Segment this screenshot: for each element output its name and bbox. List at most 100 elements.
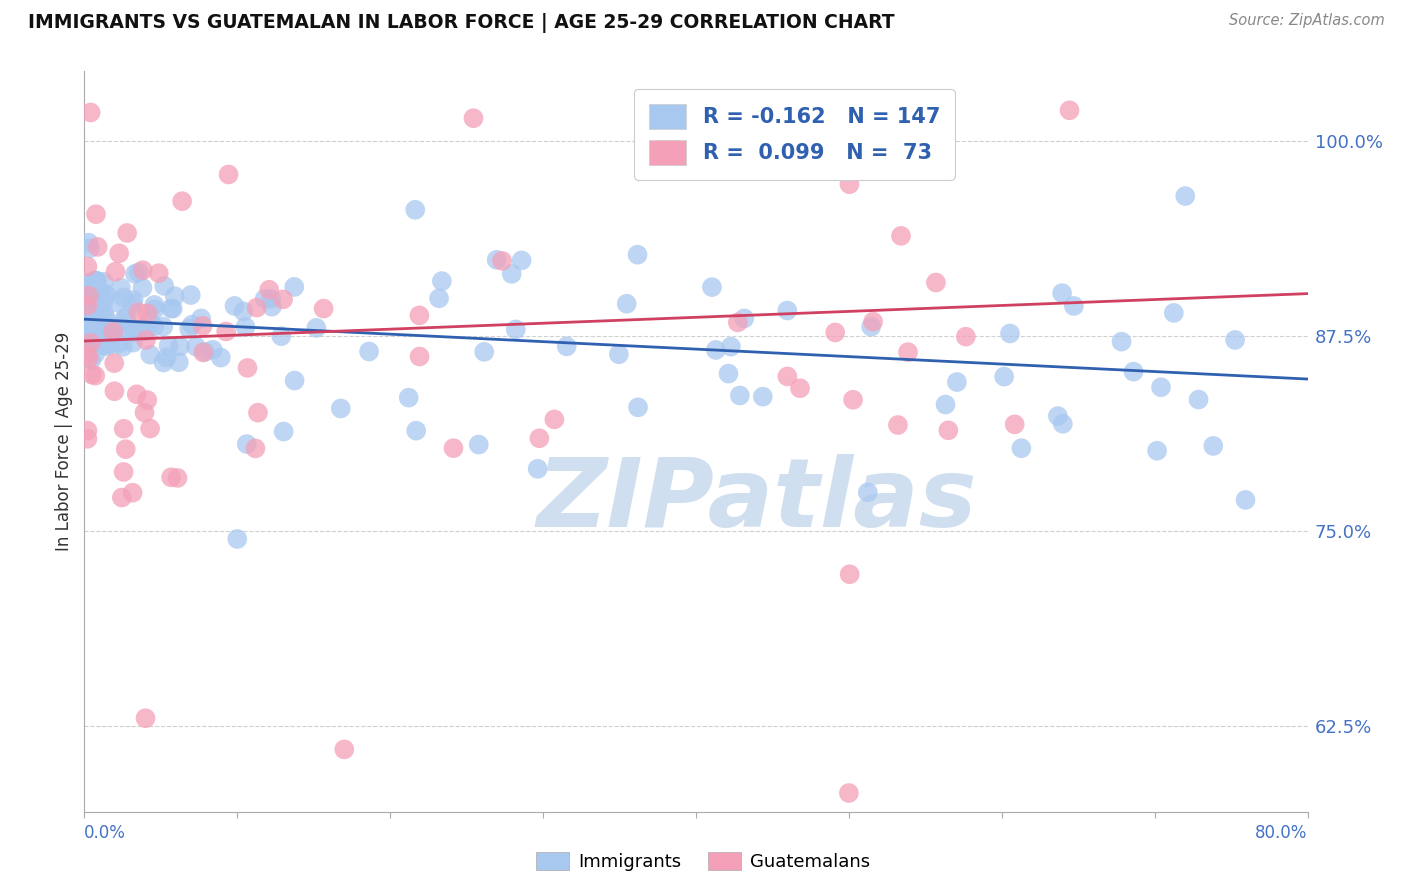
Point bbox=[77, 292, 100, 306]
Point bbox=[838, 786, 860, 800]
Point bbox=[84, 277, 107, 292]
Point bbox=[139, 348, 162, 362]
Point bbox=[76, 276, 98, 290]
Text: Source: ZipAtlas.com: Source: ZipAtlas.com bbox=[1229, 13, 1385, 29]
Point bbox=[82, 328, 104, 343]
Point bbox=[824, 326, 846, 340]
Point bbox=[79, 105, 101, 120]
Point bbox=[111, 491, 134, 505]
Legend: Immigrants, Guatemalans: Immigrants, Guatemalans bbox=[529, 845, 877, 879]
Point bbox=[80, 368, 103, 382]
Point bbox=[136, 306, 159, 320]
Point bbox=[191, 345, 214, 359]
Point bbox=[84, 273, 107, 287]
Point bbox=[97, 324, 120, 338]
Text: 0.0%: 0.0% bbox=[84, 824, 127, 842]
Point bbox=[190, 311, 212, 326]
Point bbox=[510, 253, 533, 268]
Point bbox=[121, 297, 143, 311]
Point bbox=[271, 293, 294, 307]
Point bbox=[443, 441, 465, 455]
Point bbox=[179, 322, 201, 336]
Point bbox=[246, 406, 269, 420]
Point bbox=[357, 344, 380, 359]
Point bbox=[121, 485, 143, 500]
Point bbox=[700, 280, 723, 294]
Point bbox=[260, 300, 283, 314]
Point bbox=[1052, 417, 1074, 431]
Point bbox=[166, 471, 188, 485]
Point bbox=[163, 289, 186, 303]
Point bbox=[110, 280, 132, 294]
Point bbox=[167, 355, 190, 369]
Point bbox=[752, 390, 775, 404]
Point bbox=[491, 253, 513, 268]
Point bbox=[215, 325, 238, 339]
Point bbox=[408, 350, 430, 364]
Point bbox=[107, 336, 129, 351]
Point bbox=[232, 304, 254, 318]
Point bbox=[543, 412, 565, 426]
Point bbox=[226, 532, 249, 546]
Point bbox=[91, 313, 114, 327]
Point bbox=[143, 302, 166, 317]
Point bbox=[236, 360, 259, 375]
Point bbox=[115, 321, 138, 335]
Point bbox=[312, 301, 335, 316]
Point bbox=[76, 317, 98, 331]
Point bbox=[84, 207, 107, 221]
Point bbox=[84, 314, 107, 328]
Point bbox=[1163, 306, 1185, 320]
Point bbox=[404, 202, 426, 217]
Point bbox=[1010, 441, 1032, 455]
Point bbox=[616, 297, 638, 311]
Point bbox=[79, 241, 101, 255]
Point bbox=[398, 391, 420, 405]
Point bbox=[260, 292, 283, 306]
Point bbox=[103, 356, 125, 370]
Point bbox=[172, 194, 194, 209]
Text: IMMIGRANTS VS GUATEMALAN IN LABOR FORCE | AGE 25-29 CORRELATION CHART: IMMIGRANTS VS GUATEMALAN IN LABOR FORCE … bbox=[28, 13, 894, 33]
Point bbox=[79, 291, 101, 305]
Point bbox=[94, 310, 117, 325]
Point bbox=[76, 432, 98, 446]
Point bbox=[925, 276, 948, 290]
Point bbox=[273, 425, 295, 439]
Point bbox=[93, 293, 115, 308]
Point bbox=[135, 711, 157, 725]
Point bbox=[139, 314, 162, 328]
Point bbox=[245, 442, 267, 456]
Point bbox=[405, 424, 427, 438]
Point bbox=[860, 319, 883, 334]
Point bbox=[153, 279, 176, 293]
Point bbox=[235, 437, 257, 451]
Point bbox=[627, 401, 650, 415]
Point bbox=[152, 355, 174, 369]
Point bbox=[112, 290, 135, 304]
Point bbox=[1122, 365, 1144, 379]
Point bbox=[934, 397, 956, 411]
Point bbox=[789, 381, 811, 395]
Point bbox=[98, 332, 121, 346]
Point bbox=[143, 319, 166, 334]
Point bbox=[84, 298, 107, 312]
Point bbox=[125, 324, 148, 338]
Point bbox=[162, 301, 184, 316]
Point bbox=[253, 292, 276, 306]
Point bbox=[209, 351, 232, 365]
Point bbox=[191, 318, 214, 333]
Point bbox=[77, 235, 100, 250]
Point bbox=[1046, 409, 1069, 423]
Point bbox=[76, 299, 98, 313]
Point bbox=[76, 326, 98, 341]
Point bbox=[501, 267, 523, 281]
Point bbox=[897, 345, 920, 359]
Point bbox=[94, 286, 117, 301]
Point bbox=[463, 111, 485, 125]
Point bbox=[84, 368, 107, 383]
Point bbox=[93, 338, 115, 352]
Point bbox=[112, 465, 135, 479]
Point bbox=[235, 320, 257, 334]
Point bbox=[97, 326, 120, 340]
Point bbox=[1234, 492, 1257, 507]
